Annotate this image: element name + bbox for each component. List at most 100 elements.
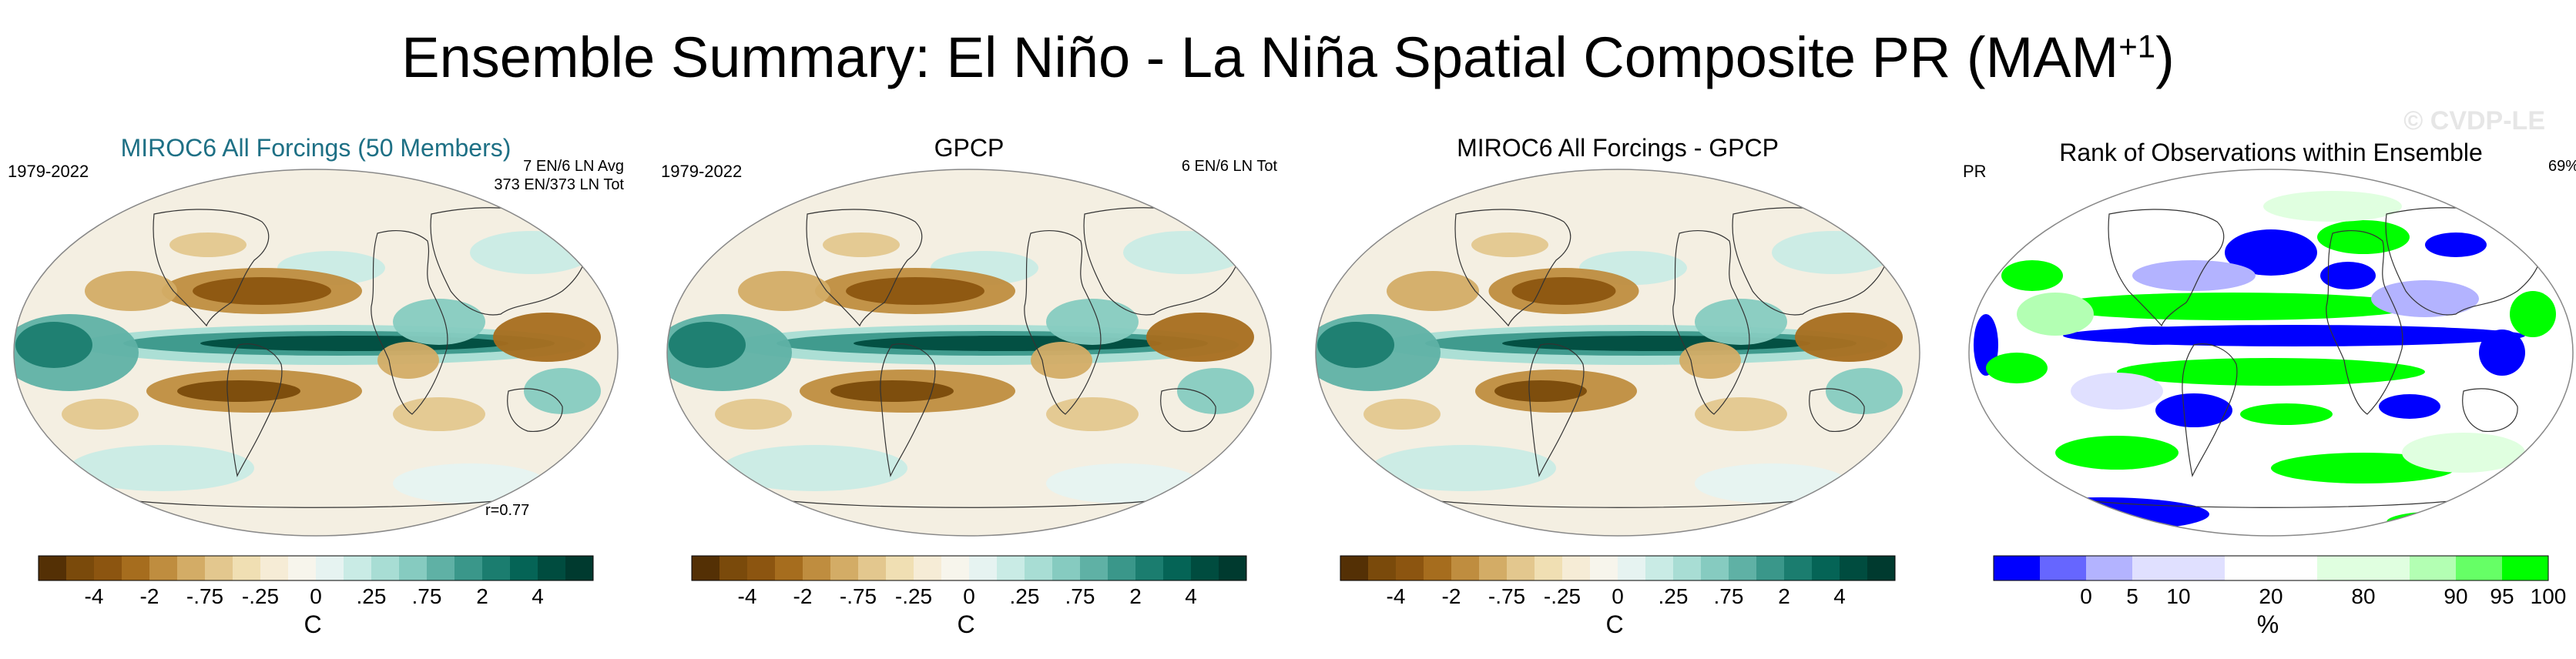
colorbar-tick-label: 0	[2080, 584, 2092, 608]
colorbar-swatch	[1867, 556, 1896, 580]
colorbar-swatch	[1108, 556, 1136, 580]
colorbar-tick-label: 90	[2444, 584, 2467, 608]
colorbar-swatch	[886, 556, 914, 580]
colorbar-swatch	[1673, 556, 1702, 580]
colorbar-swatch	[719, 556, 748, 580]
colorbar-swatch	[1219, 556, 1247, 580]
colorbar-swatch	[1812, 556, 1840, 580]
figure-title: Ensemble Summary: El Niño - La Niña Spat…	[401, 25, 2175, 89]
colorbar-tick-label: 2	[476, 584, 488, 608]
colorbar-swatch	[344, 556, 372, 580]
colorbar-tick-label: .75	[1714, 584, 1744, 608]
watermark: © CVDP-LE	[2403, 106, 2545, 135]
colorbar-swatch	[2271, 556, 2318, 580]
colorbar-swatch	[2502, 556, 2549, 580]
colorbar-swatch	[565, 556, 594, 580]
colorbar-tick-label: -4	[85, 584, 104, 608]
colorbar-swatch	[510, 556, 538, 580]
pattern-correlation: r=0.77	[485, 502, 530, 519]
colorbar-tick-label: .75	[412, 584, 442, 608]
period-label: 1979-2022	[661, 162, 743, 181]
colorbar-swatch	[233, 556, 261, 580]
colorbar-swatch	[1340, 556, 1369, 580]
colorbar-swatch	[1479, 556, 1508, 580]
rank-map	[1968, 169, 2574, 537]
colorbar-tick-label: .75	[1065, 584, 1095, 608]
colorbar-swatch	[177, 556, 206, 580]
colorbar: -4 -2 -.75 -.25 0 .25 .75 2 4 C	[691, 555, 1247, 638]
colorbar-swatch	[2456, 556, 2503, 580]
colorbar-tick-label: 2	[1778, 584, 1790, 608]
colorbar-swatch	[122, 556, 150, 580]
colorbar-swatch	[1840, 556, 1868, 580]
colorbar-tick-label: 4	[1185, 584, 1197, 608]
colorbar-swatch	[2040, 556, 2087, 580]
colorbar-swatch	[1784, 556, 1813, 580]
colorbar-unit-label: C	[1605, 610, 1623, 638]
percent-label: 69%	[2547, 158, 2576, 175]
colorbar-swatch	[2179, 556, 2225, 580]
colorbar-swatch	[260, 556, 289, 580]
colorbar-tick-label: 5	[2126, 584, 2138, 608]
colorbar-swatch	[1507, 556, 1535, 580]
colorbar-swatch	[1396, 556, 1424, 580]
colorbar-swatch	[149, 556, 178, 580]
colorbar-swatch	[941, 556, 970, 580]
colorbar-tick-label: .25	[357, 584, 387, 608]
colorbar-swatch	[2086, 556, 2133, 580]
panel-title: MIROC6 All Forcings - GPCP	[1457, 134, 1779, 162]
colorbar-swatch	[1191, 556, 1219, 580]
colorbar-swatch	[1645, 556, 1674, 580]
colorbar-tick-label: -2	[1442, 584, 1461, 608]
colorbar-tick-label: -2	[140, 584, 159, 608]
colorbar-tick-label: 10	[2166, 584, 2190, 608]
colorbar-tick-label: -.75	[840, 584, 877, 608]
panel-model-composite: MIROC6 All Forcings (50 Members) 1979-20…	[8, 123, 624, 647]
colorbar-swatch	[94, 556, 122, 580]
colorbar-tick-label: 4	[532, 584, 544, 608]
colorbar-tick-label: -.75	[186, 584, 223, 608]
colorbar-swatch	[2225, 556, 2272, 580]
colorbar-swatch	[482, 556, 511, 580]
colorbar-tick-label: -4	[1387, 584, 1406, 608]
colorbar-swatch	[1451, 556, 1480, 580]
colorbar-swatch	[1368, 556, 1397, 580]
colorbar-tick-label: 0	[310, 584, 322, 608]
panel-obs-composite: GPCP 1979-2022 6 EN/6 LN Tot -4 -2 -.75 -.2…	[661, 123, 1277, 647]
colorbar: -4 -2 -.75 -.25 0 .25 .75 2 4 C	[38, 555, 594, 638]
variable-label: PR	[1963, 162, 1987, 181]
colorbar-tick-label: -.25	[1544, 584, 1581, 608]
colorbar-swatch	[830, 556, 859, 580]
colorbar-swatch	[1618, 556, 1646, 580]
event-count-label: 6 EN/6 LN Tot	[1181, 158, 1277, 175]
colorbar-swatch	[316, 556, 344, 580]
colorbar-swatch	[205, 556, 233, 580]
colorbar-swatch	[399, 556, 428, 580]
colorbar-swatch	[692, 556, 720, 580]
colorbar-swatch	[1535, 556, 1563, 580]
colorbar-tick-label: -.75	[1488, 584, 1525, 608]
colorbar-swatch	[1994, 556, 2041, 580]
colorbar-swatch	[1756, 556, 1785, 580]
colorbar-swatch	[1562, 556, 1591, 580]
event-count-label: 7 EN/6 LN Avg 373 EN/373 LN Tot	[494, 158, 624, 193]
colorbar-swatch	[2317, 556, 2364, 580]
colorbar-tick-label: 95	[2490, 584, 2514, 608]
colorbar-tick-label: 80	[2351, 584, 2375, 608]
colorbar-swatch	[803, 556, 831, 580]
colorbar-swatch	[747, 556, 776, 580]
colorbar-swatch	[2410, 556, 2457, 580]
colorbar-tick-label: -.25	[242, 584, 279, 608]
colorbar-swatch	[538, 556, 566, 580]
colorbar-swatch	[1729, 556, 1757, 580]
colorbar-tick-label: 2	[1129, 584, 1142, 608]
colorbar-tick-label: -4	[738, 584, 757, 608]
colorbar-swatch	[39, 556, 67, 580]
colorbar-swatch	[1025, 556, 1053, 580]
colorbar-tick-label: 0	[1612, 584, 1624, 608]
colorbar-unit-label: C	[957, 610, 974, 638]
colorbar-swatch	[997, 556, 1025, 580]
colorbar-swatch	[1080, 556, 1109, 580]
colorbar-tick-label: 20	[2259, 584, 2283, 608]
panel-rank: Rank of Observations within Ensemble PR …	[1963, 123, 2576, 647]
